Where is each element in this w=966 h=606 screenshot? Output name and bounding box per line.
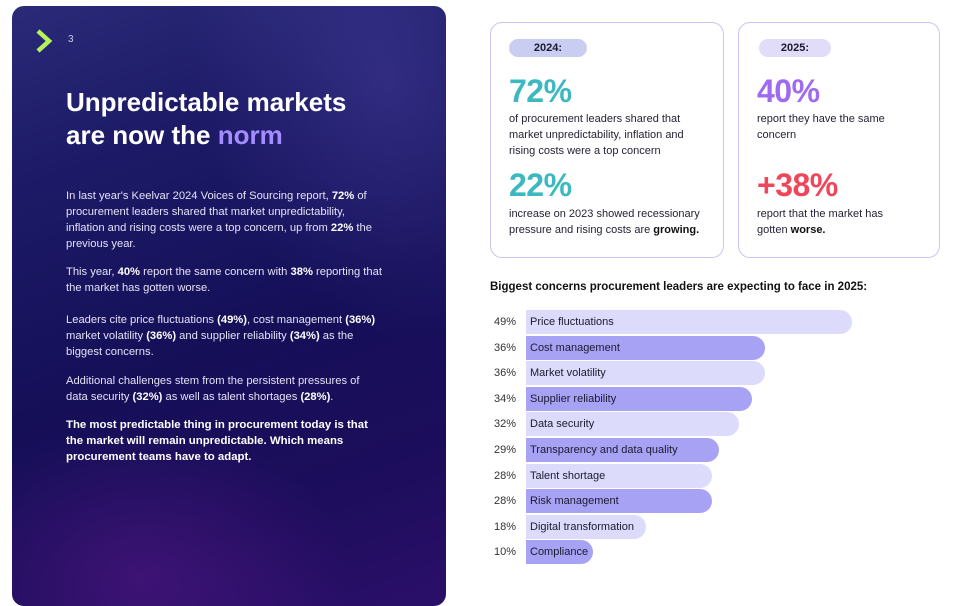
stat-40-percent: 40% <box>757 73 820 109</box>
stat-22-percent: 22% <box>509 167 572 203</box>
page-number: 3 <box>68 34 74 45</box>
bar-category-label: Market volatility <box>530 367 606 380</box>
stat-card-2024: 2024: 72% of procurement leaders shared … <box>490 22 724 258</box>
bar-value-label: 18% <box>493 520 516 533</box>
paragraph-this-year: This year, 40% report the same concern w… <box>66 266 382 294</box>
paragraph-leaders-cite: Leaders cite price fluctuations (49%), c… <box>66 314 376 358</box>
bar-value-label: 29% <box>493 444 516 456</box>
bar <box>526 412 739 437</box>
headline-line2: are now the <box>66 120 218 150</box>
bar-value-label: 49% <box>493 316 516 328</box>
bar-category-label: Supplier reliability <box>530 392 617 405</box>
stat-plus-38-percent: +38% <box>757 167 838 203</box>
bar-value-label: 36% <box>493 367 516 380</box>
bar <box>526 361 766 386</box>
bar-value-label: 36% <box>493 341 516 354</box>
bar-category-label: Compliance <box>530 546 589 559</box>
headline: Unpredictable markets are now the norm <box>66 86 426 152</box>
bar <box>526 489 713 514</box>
bar-category-label: Digital transformation <box>530 520 634 533</box>
bar-value-label: 34% <box>493 392 516 405</box>
bar <box>526 310 852 334</box>
headline-accent: norm <box>217 120 283 150</box>
bar <box>526 386 753 411</box>
stat-40-description: report they have the same concern <box>757 113 885 141</box>
stat-22-description: increase on 2023 showed recessionary pre… <box>509 208 700 236</box>
bar-value-label: 28% <box>493 495 516 508</box>
bar-value-label: 28% <box>493 469 516 482</box>
bar <box>526 540 593 565</box>
paragraph-keelvar-report: In last year's Keelvar 2024 Voices of So… <box>66 190 372 250</box>
bar <box>526 463 713 488</box>
chevron-right-icon <box>36 29 53 53</box>
year-badge-2024: 2024: <box>509 39 587 57</box>
paragraph-conclusion: The most predictable thing in procuremen… <box>66 419 368 463</box>
paragraph-additional-challenges: Additional challenges stem from the pers… <box>66 375 360 403</box>
bar-category-label: Transparency and data quality <box>530 444 678 456</box>
bar <box>526 514 646 539</box>
bar-category-label: Cost management <box>530 341 620 354</box>
bar-category-label: Price fluctuations <box>530 316 614 328</box>
stat-card-2025: 2025: 40% report they have the same conc… <box>738 22 940 258</box>
bar-value-label: 32% <box>493 418 516 431</box>
stat-72-description: of procurement leaders shared that marke… <box>509 113 684 157</box>
stat-72-percent: 72% <box>509 73 572 109</box>
bar-value-label: 10% <box>493 546 516 559</box>
bar-category-label: Data security <box>530 418 595 431</box>
bar <box>526 335 766 360</box>
intro-panel: 3 Unpredictable markets are now the norm… <box>12 6 446 606</box>
year-badge-2025: 2025: <box>759 39 831 57</box>
bar-category-label: Risk management <box>530 495 619 508</box>
chart-title: Biggest concerns procurement leaders are… <box>490 281 868 293</box>
bar-category-label: Talent shortage <box>530 469 606 482</box>
bar <box>526 438 719 462</box>
headline-line1: Unpredictable markets <box>66 87 347 117</box>
stat-38-description: report that the market has gotten worse. <box>757 208 883 236</box>
